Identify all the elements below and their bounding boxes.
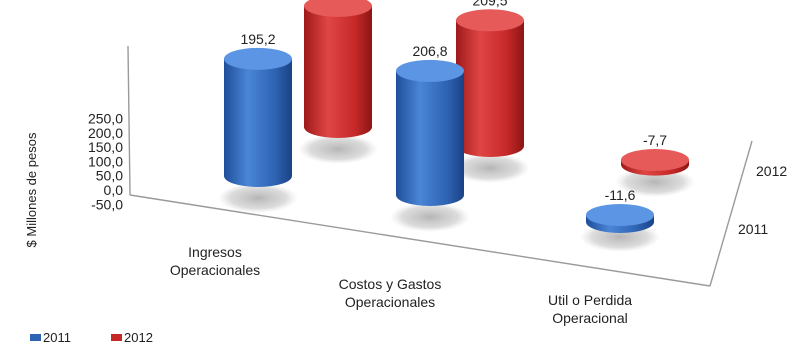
bar-2011-2 <box>396 59 464 206</box>
category-label: Util o Perdida Operacional <box>548 292 632 326</box>
bar-shadow <box>218 183 298 213</box>
legend-swatch-2011 <box>30 334 41 341</box>
bar-shadow <box>615 167 695 197</box>
legend-swatch-2012 <box>111 334 122 341</box>
category-label: Ingresos Operacionales <box>170 244 260 278</box>
y-tick-label: 50,0 <box>96 168 123 184</box>
depth-label-2011: 2011 <box>738 221 768 237</box>
floor-front-edge <box>129 194 711 287</box>
floor-right-edge <box>709 140 753 287</box>
bar-top <box>224 47 292 70</box>
y-tick-label: 150,0 <box>88 139 123 155</box>
category-labels: Ingresos Operacionales Costos y Gastos Oper… <box>170 244 632 326</box>
bar-body <box>396 70 464 206</box>
bar-top <box>456 9 524 32</box>
bar-top <box>304 0 372 17</box>
y-tick-label: 200,0 <box>88 125 123 141</box>
bar-2012-1 <box>304 0 372 139</box>
series-2012 <box>304 0 689 176</box>
legend: 2011 2012 <box>30 330 153 345</box>
bar-2011-1 <box>224 47 292 187</box>
y-axis-title: $ Millones de pesos <box>24 132 39 247</box>
floor-left-edge <box>127 45 131 196</box>
data-label: -11,6 <box>605 187 636 203</box>
legend-label-2012: 2012 <box>124 330 153 345</box>
category-label: Costos y Gastos Operacionales <box>339 276 442 310</box>
bar-shadow <box>390 202 470 232</box>
bar-shadow <box>450 153 530 183</box>
bar-body <box>456 20 524 157</box>
bar-shadow <box>298 134 378 164</box>
floor-axes <box>127 45 753 287</box>
legend-label-2011: 2011 <box>43 330 71 345</box>
y-tick-label: 100,0 <box>88 153 123 169</box>
bar-body <box>304 5 372 139</box>
bar-top <box>621 149 689 171</box>
data-label: -7,7 <box>643 132 667 148</box>
data-label: 195,2 <box>240 31 275 47</box>
data-label: 209,5 <box>472 0 507 8</box>
series-2011 <box>224 47 654 233</box>
y-tick-label: -50,0 <box>91 196 123 212</box>
y-tick-label: 0,0 <box>104 182 124 198</box>
bar-2012-2 <box>456 9 524 157</box>
bar-top <box>396 59 464 82</box>
bar-body <box>224 58 292 187</box>
data-label: 206,8 <box>412 43 447 59</box>
bar-2012-3 <box>621 149 689 176</box>
depth-label-2012: 2012 <box>756 163 787 179</box>
y-tick-label: 250,0 <box>88 111 123 127</box>
bar-2011-3 <box>586 204 654 233</box>
bar-top <box>586 204 654 226</box>
